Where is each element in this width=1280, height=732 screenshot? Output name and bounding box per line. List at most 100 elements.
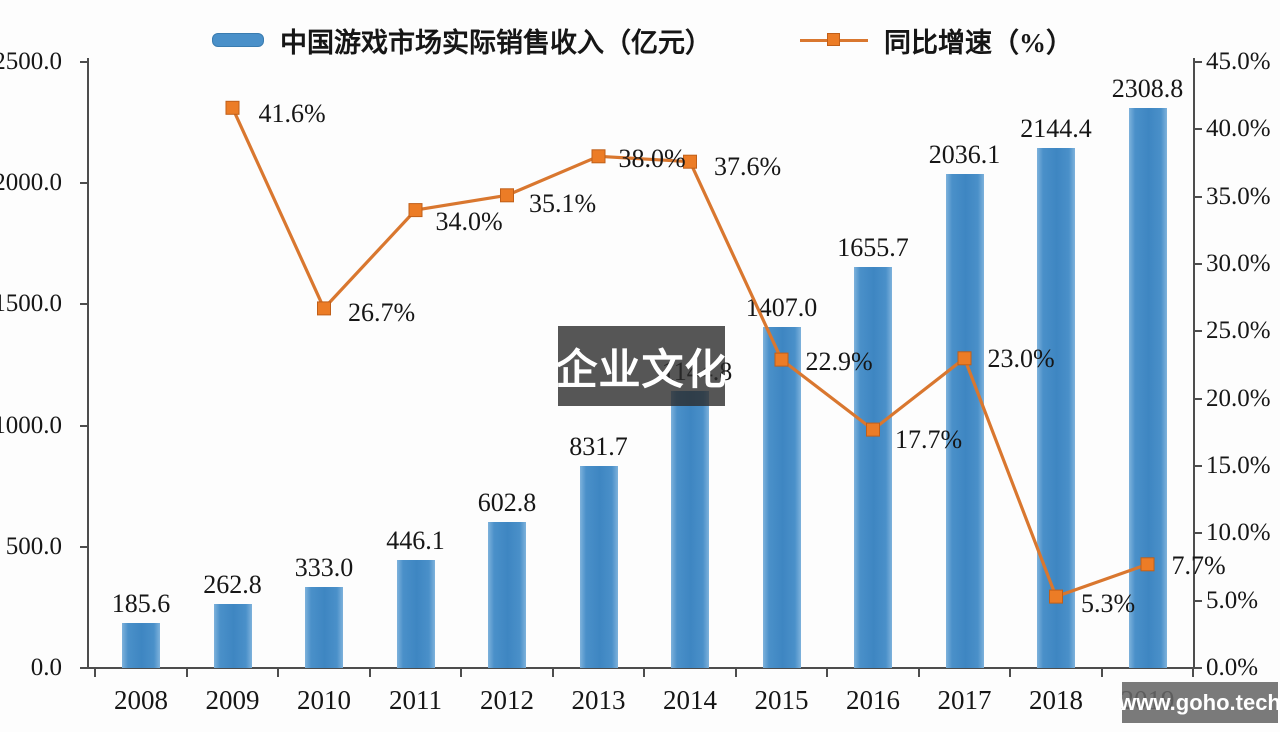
growth-line-marker (774, 352, 789, 367)
bar-value-label: 2036.1 (928, 140, 1001, 170)
axis-tick (1194, 667, 1202, 669)
x-axis-tick-label: 2010 (297, 685, 351, 715)
left-axis-tick-label: 2000.0 (0, 169, 62, 197)
growth-value-label: 23.0% (987, 344, 1055, 374)
bar-value-label: 831.7 (569, 432, 628, 462)
axis-tick (80, 61, 88, 63)
revenue-bar (396, 559, 435, 668)
axis-tick (1194, 532, 1202, 535)
left-axis-tick-label: 2500.0 (0, 48, 62, 75)
growth-line-marker (408, 203, 423, 218)
growth-value-label: 22.9% (805, 346, 873, 376)
axis-tick (1194, 195, 1202, 198)
growth-value-label: 38.0% (618, 144, 686, 174)
growth-value-label: 34.0% (435, 207, 503, 237)
left-axis-tick-label: 1000.0 (0, 411, 62, 439)
axis-tick (460, 668, 463, 677)
x-axis-tick-label: 2012 (480, 685, 534, 715)
x-axis-tick-label: 2018 (1029, 685, 1083, 715)
growth-line-marker (591, 149, 606, 164)
growth-value-label: 35.1% (529, 189, 597, 219)
bar-value-label: 185.6 (111, 589, 171, 618)
bar-value-label: 2144.4 (1020, 114, 1092, 144)
bar-value-label: 262.8 (203, 570, 262, 600)
axis-tick (551, 668, 554, 677)
growth-line-marker (500, 188, 514, 203)
axis-tick (80, 182, 88, 185)
right-axis-tick-label: 25.0% (1206, 317, 1271, 345)
axis-tick (277, 668, 280, 677)
legend-label-revenue: 中国游戏市场实际销售收入（亿元） (280, 27, 712, 58)
center-watermark-text: 企业文化 (555, 345, 728, 393)
bar-value-label: 333.0 (294, 553, 354, 583)
x-axis-tick-label: 2015 (754, 685, 809, 715)
right-axis-tick-label: 20.0% (1206, 384, 1271, 412)
revenue-bar (945, 174, 984, 668)
revenue-bar (305, 587, 343, 668)
right-axis-tick-label: 45.0% (1206, 48, 1271, 75)
axis-tick (1194, 465, 1202, 467)
axis-tick (1194, 599, 1202, 602)
bar-value-label: 602.8 (477, 487, 537, 517)
right-axis-tick-label: 15.0% (1206, 452, 1271, 479)
axis-tick (643, 668, 646, 677)
growth-value-label: 17.7% (895, 424, 963, 454)
axis-tick (1194, 61, 1202, 63)
x-axis-tick-label: 2011 (389, 685, 442, 715)
axis-tick (185, 668, 188, 677)
axis-tick (1194, 330, 1202, 333)
bottomright-watermark: www.goho.tech (1119, 682, 1280, 723)
revenue-bar (854, 266, 892, 668)
x-axis-tick-label: 2016 (846, 685, 900, 715)
revenue-bar (671, 390, 709, 668)
growth-line-marker (1049, 589, 1063, 604)
left-axis-tick-label: 0.0 (30, 654, 62, 681)
right-axis-tick-label: 40.0% (1206, 115, 1271, 143)
growth-line-marker (317, 301, 331, 316)
revenue-bar (488, 521, 526, 668)
axis-tick (1100, 668, 1103, 677)
axis-tick (734, 668, 737, 677)
growth-line-marker (1140, 557, 1155, 572)
growth-line-marker (225, 100, 240, 115)
y-axis-right (1193, 58, 1195, 669)
x-axis (87, 667, 1195, 669)
legend-label-growth: 同比增速（%） (884, 27, 1073, 58)
growth-line-marker (866, 422, 880, 437)
legend-item-growth: 同比增速（%） (800, 24, 1073, 58)
x-axis-tick-label: 2014 (663, 685, 717, 715)
revenue-bar (1037, 148, 1075, 668)
line-marker-swatch-icon (800, 33, 868, 47)
x-axis-tick-label: 2013 (571, 685, 626, 715)
growth-value-label: 41.6% (258, 98, 326, 128)
axis-tick (826, 668, 829, 677)
x-axis-tick-label: 2008 (114, 685, 168, 715)
left-axis-tick-label: 500.0 (5, 532, 62, 560)
revenue-bar (213, 604, 252, 668)
legend-item-revenue: 中国游戏市场实际销售收入（亿元） (212, 24, 712, 58)
bottomright-watermark-text: www.goho.tech (1119, 689, 1280, 715)
x-axis-tick-label: 2009 (205, 685, 260, 715)
axis-tick (917, 668, 920, 677)
axis-tick (80, 303, 88, 306)
left-axis-tick-label: 1500.0 (0, 290, 62, 318)
growth-value-label: 26.7% (348, 298, 416, 328)
right-axis-tick-label: 5.0% (1206, 586, 1259, 614)
revenue-bar (579, 466, 618, 668)
bar-swatch-icon (212, 33, 264, 47)
revenue-bar (122, 623, 160, 668)
revenue-bar (1128, 108, 1167, 668)
axis-tick (1194, 128, 1202, 131)
axis-tick (94, 668, 97, 677)
right-axis-tick-label: 35.0% (1206, 182, 1271, 210)
legend: 中国游戏市场实际销售收入（亿元） 同比增速（%） (0, 24, 1280, 60)
axis-tick (80, 667, 88, 669)
axis-tick (368, 668, 371, 677)
growth-value-label: 7.7% (1171, 551, 1226, 581)
right-axis-tick-label: 10.0% (1206, 519, 1271, 547)
axis-tick (1194, 263, 1202, 265)
revenue-bar (762, 326, 801, 668)
bar-value-label: 2308.8 (1111, 74, 1184, 104)
